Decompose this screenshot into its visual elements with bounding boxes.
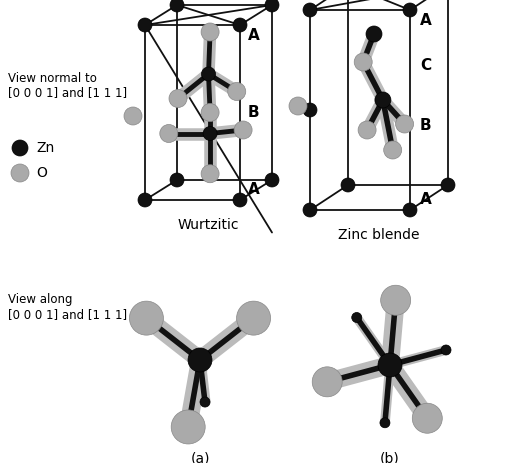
Circle shape bbox=[188, 348, 212, 372]
Circle shape bbox=[354, 53, 372, 71]
Text: B: B bbox=[420, 119, 431, 133]
Circle shape bbox=[380, 418, 390, 428]
Circle shape bbox=[228, 82, 246, 100]
Text: A: A bbox=[420, 13, 432, 28]
Circle shape bbox=[11, 164, 29, 182]
Text: View along: View along bbox=[8, 294, 72, 307]
Circle shape bbox=[138, 193, 152, 207]
Text: Zinc blende: Zinc blende bbox=[338, 228, 420, 242]
Circle shape bbox=[233, 193, 247, 207]
Text: Zn: Zn bbox=[36, 141, 54, 155]
Text: [0 0 0 1] and [1 1 1]: [0 0 0 1] and [1 1 1] bbox=[8, 308, 127, 321]
Circle shape bbox=[170, 173, 184, 187]
Circle shape bbox=[403, 3, 417, 17]
Circle shape bbox=[265, 0, 279, 12]
Text: O: O bbox=[36, 166, 47, 180]
Circle shape bbox=[160, 125, 178, 143]
Circle shape bbox=[395, 115, 413, 133]
Circle shape bbox=[169, 89, 187, 107]
Circle shape bbox=[170, 0, 184, 12]
Text: [0 0 0 1] and [1 1 1]: [0 0 0 1] and [1 1 1] bbox=[8, 87, 127, 100]
Circle shape bbox=[201, 23, 219, 41]
Circle shape bbox=[384, 141, 402, 159]
Circle shape bbox=[403, 203, 417, 217]
Circle shape bbox=[303, 103, 317, 117]
Text: C: C bbox=[420, 58, 431, 74]
Text: B: B bbox=[248, 105, 260, 120]
Text: View normal to: View normal to bbox=[8, 71, 97, 85]
Text: A: A bbox=[248, 182, 260, 197]
Text: (a): (a) bbox=[190, 452, 210, 463]
Circle shape bbox=[203, 126, 217, 140]
Circle shape bbox=[412, 403, 442, 433]
Circle shape bbox=[378, 353, 402, 377]
Circle shape bbox=[441, 178, 455, 192]
Circle shape bbox=[12, 140, 28, 156]
Text: A: A bbox=[420, 192, 432, 207]
Text: (b): (b) bbox=[380, 452, 400, 463]
Circle shape bbox=[200, 397, 210, 407]
Circle shape bbox=[124, 107, 142, 125]
Circle shape bbox=[303, 203, 317, 217]
Circle shape bbox=[201, 104, 219, 121]
Circle shape bbox=[201, 165, 219, 183]
Circle shape bbox=[237, 301, 270, 335]
Circle shape bbox=[138, 18, 152, 32]
Circle shape bbox=[375, 92, 391, 108]
Circle shape bbox=[171, 410, 205, 444]
Circle shape bbox=[129, 301, 163, 335]
Circle shape bbox=[233, 18, 247, 32]
Circle shape bbox=[202, 67, 215, 81]
Circle shape bbox=[366, 26, 382, 42]
Circle shape bbox=[358, 121, 376, 139]
Text: A: A bbox=[248, 28, 260, 43]
Circle shape bbox=[341, 178, 355, 192]
Circle shape bbox=[289, 97, 307, 115]
Circle shape bbox=[381, 285, 411, 315]
Circle shape bbox=[303, 3, 317, 17]
Circle shape bbox=[265, 173, 279, 187]
Circle shape bbox=[312, 367, 342, 397]
Text: Wurtzitic: Wurtzitic bbox=[178, 218, 239, 232]
Circle shape bbox=[352, 313, 362, 323]
Circle shape bbox=[234, 121, 252, 139]
Circle shape bbox=[441, 345, 451, 355]
